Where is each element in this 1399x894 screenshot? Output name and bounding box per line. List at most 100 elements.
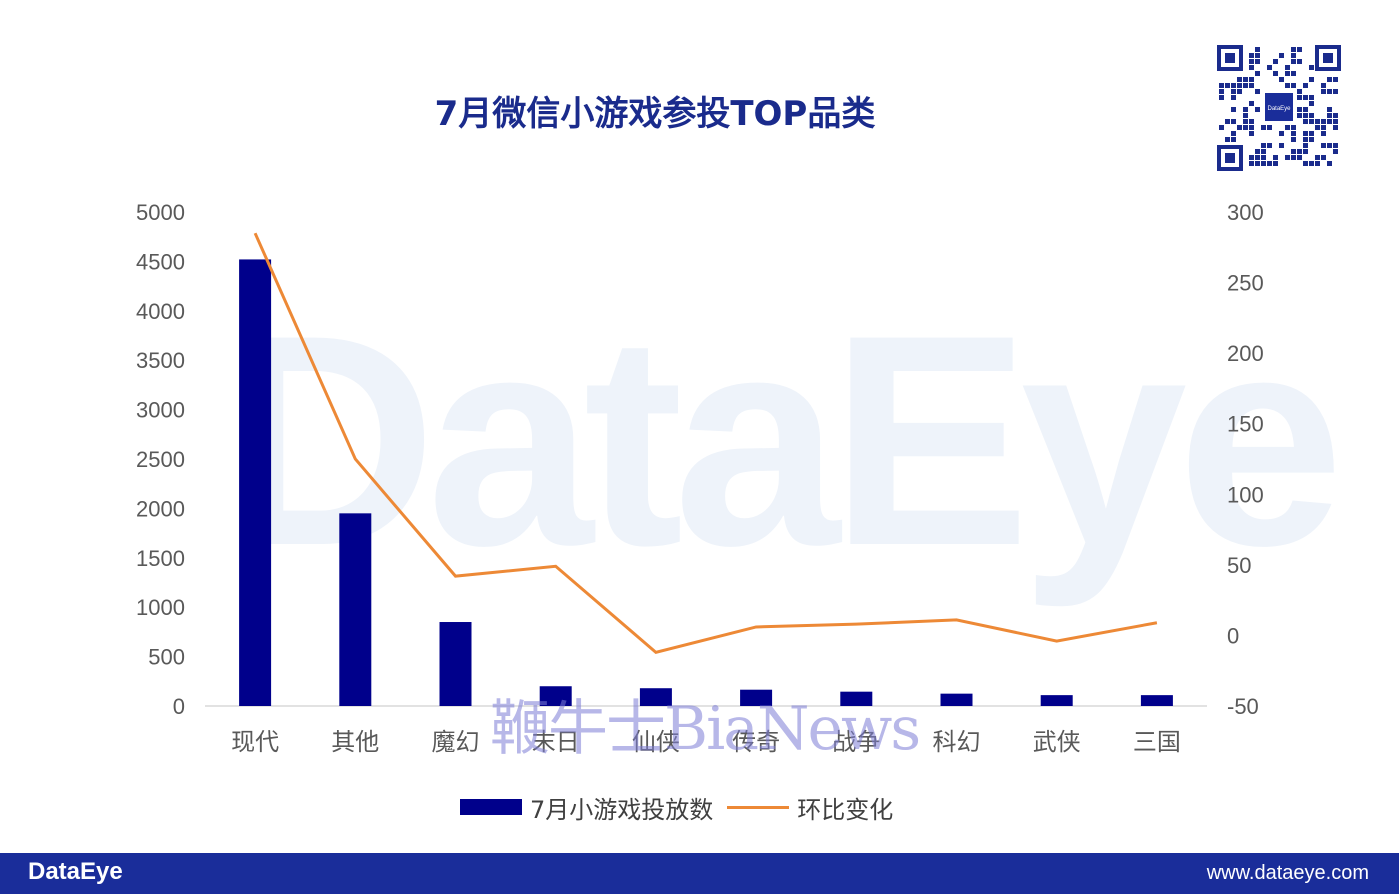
- left-tick-label: 3000: [136, 398, 185, 423]
- qr-module: [1291, 47, 1296, 52]
- qr-module: [1297, 155, 1302, 160]
- qr-module: [1267, 125, 1272, 130]
- category-label: 传奇: [732, 728, 780, 756]
- qr-module: [1279, 143, 1284, 148]
- qr-module: [1273, 161, 1278, 166]
- right-tick-label: 50: [1227, 553, 1251, 578]
- qr-module: [1321, 89, 1326, 94]
- left-tick-label: 2500: [136, 447, 185, 472]
- qr-module: [1291, 71, 1296, 76]
- qr-module: [1255, 89, 1260, 94]
- legend-bar-swatch: [460, 799, 522, 815]
- qr-module: [1237, 125, 1242, 130]
- qr-module: [1291, 131, 1296, 136]
- left-tick-label: 1000: [136, 595, 185, 620]
- qr-module: [1333, 89, 1338, 94]
- qr-module: [1249, 53, 1254, 58]
- qr-module: [1333, 149, 1338, 154]
- left-tick-label: 5000: [136, 200, 185, 225]
- qr-module: [1219, 95, 1224, 100]
- qr-module: [1243, 113, 1248, 118]
- left-tick-label: 2000: [136, 496, 185, 521]
- qr-module: [1243, 107, 1248, 112]
- left-tick-label: 4500: [136, 249, 185, 274]
- bar: [339, 513, 372, 706]
- qr-module: [1279, 131, 1284, 136]
- qr-module: [1249, 83, 1254, 88]
- qr-module: [1309, 119, 1314, 124]
- qr-module: [1303, 119, 1308, 124]
- footer-url[interactable]: www.dataeye.com: [1206, 862, 1369, 884]
- qr-module: [1249, 59, 1254, 64]
- qr-module: [1303, 137, 1308, 142]
- qr-module: [1297, 113, 1302, 118]
- left-tick-label: 4000: [136, 299, 185, 324]
- bar: [539, 686, 572, 706]
- qr-module: [1219, 89, 1224, 94]
- qr-module: [1267, 161, 1272, 166]
- qr-module: [1315, 119, 1320, 124]
- qr-module: [1219, 83, 1224, 88]
- qr-module: [1261, 161, 1266, 166]
- qr-module: [1333, 143, 1338, 148]
- qr-module: [1297, 107, 1302, 112]
- bar: [439, 622, 472, 706]
- qr-module: [1327, 77, 1332, 82]
- qr-module: [1249, 155, 1254, 160]
- category-label: 战争: [832, 728, 880, 756]
- qr-module: [1255, 71, 1260, 76]
- qr-module: [1315, 125, 1320, 130]
- qr-center-label: DataEye: [1267, 106, 1291, 112]
- qr-module: [1309, 131, 1314, 136]
- right-tick-label: 300: [1227, 200, 1264, 225]
- bar: [840, 691, 873, 706]
- category-label: 魔幻: [432, 728, 480, 756]
- qr-module: [1249, 101, 1254, 106]
- qr-module: [1291, 155, 1296, 160]
- line-series: [253, 232, 1158, 655]
- qr-module: [1243, 125, 1248, 130]
- qr-module: [1309, 77, 1314, 82]
- qr-module: [1327, 113, 1332, 118]
- qr-module: [1243, 119, 1248, 124]
- bar: [1040, 695, 1073, 706]
- qr-module: [1303, 131, 1308, 136]
- legend-bar-label: 7月小游戏投放数: [530, 795, 714, 824]
- qr-module: [1225, 137, 1230, 142]
- qr-module: [1315, 155, 1320, 160]
- qr-module: [1285, 155, 1290, 160]
- qr-module: [1285, 71, 1290, 76]
- right-tick-label: 0: [1227, 623, 1239, 648]
- qr-module: [1279, 77, 1284, 82]
- bar: [1140, 695, 1173, 706]
- qr-module: [1333, 125, 1338, 130]
- qr-module: [1261, 155, 1266, 160]
- qr-module: [1309, 113, 1314, 118]
- qr-module: [1255, 149, 1260, 154]
- qr-module: [1303, 161, 1308, 166]
- qr-module: [1297, 47, 1302, 52]
- qr-module: [1279, 53, 1284, 58]
- qr-module: [1267, 65, 1272, 70]
- qr-module: [1231, 89, 1236, 94]
- qr-module: [1219, 125, 1224, 130]
- bar: [239, 259, 272, 706]
- qr-module: [1249, 65, 1254, 70]
- qr-module: [1255, 59, 1260, 64]
- qr-module: [1309, 101, 1314, 106]
- qr-module: [1231, 83, 1236, 88]
- qr-module: [1297, 89, 1302, 94]
- qr-module: [1231, 107, 1236, 112]
- dataeye-watermark: DataEye: [220, 272, 1344, 608]
- right-tick-label: 200: [1227, 341, 1264, 366]
- footer-bar: DataEye www.dataeye.com: [0, 853, 1399, 894]
- qr-module: [1255, 161, 1260, 166]
- category-label: 其他: [331, 728, 379, 756]
- qr-module: [1231, 95, 1236, 100]
- qr-module: [1321, 125, 1326, 130]
- qr-module: [1249, 125, 1254, 130]
- qr-module: [1255, 53, 1260, 58]
- qr-module: [1321, 119, 1326, 124]
- qr-module: [1243, 77, 1248, 82]
- qr-module: [1249, 77, 1254, 82]
